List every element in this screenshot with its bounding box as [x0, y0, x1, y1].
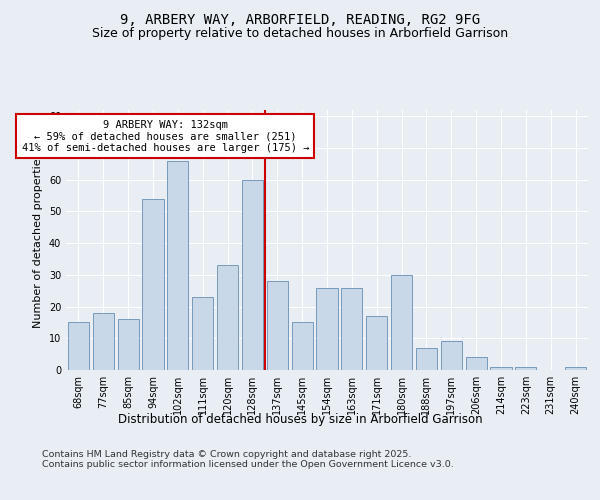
Bar [316, 288, 338, 370]
Bar [565, 367, 586, 370]
Text: 9, ARBERY WAY, ARBORFIELD, READING, RG2 9FG: 9, ARBERY WAY, ARBORFIELD, READING, RG2 … [120, 12, 480, 26]
Bar [341, 288, 362, 370]
Bar [366, 316, 387, 370]
Y-axis label: Number of detached properties: Number of detached properties [33, 152, 43, 328]
Bar [490, 367, 512, 370]
Bar [292, 322, 313, 370]
Bar [217, 266, 238, 370]
Bar [142, 199, 164, 370]
Bar [441, 342, 462, 370]
Text: Contains HM Land Registry data © Crown copyright and database right 2025.
Contai: Contains HM Land Registry data © Crown c… [42, 450, 454, 469]
Bar [242, 180, 263, 370]
Bar [167, 160, 188, 370]
Bar [118, 320, 139, 370]
Text: 9 ARBERY WAY: 132sqm
← 59% of detached houses are smaller (251)
41% of semi-deta: 9 ARBERY WAY: 132sqm ← 59% of detached h… [22, 120, 309, 152]
Bar [515, 367, 536, 370]
Bar [267, 281, 288, 370]
Bar [68, 322, 89, 370]
Bar [192, 297, 213, 370]
Bar [416, 348, 437, 370]
Text: Distribution of detached houses by size in Arborfield Garrison: Distribution of detached houses by size … [118, 412, 482, 426]
Bar [391, 275, 412, 370]
Bar [466, 358, 487, 370]
Text: Size of property relative to detached houses in Arborfield Garrison: Size of property relative to detached ho… [92, 28, 508, 40]
Bar [93, 313, 114, 370]
